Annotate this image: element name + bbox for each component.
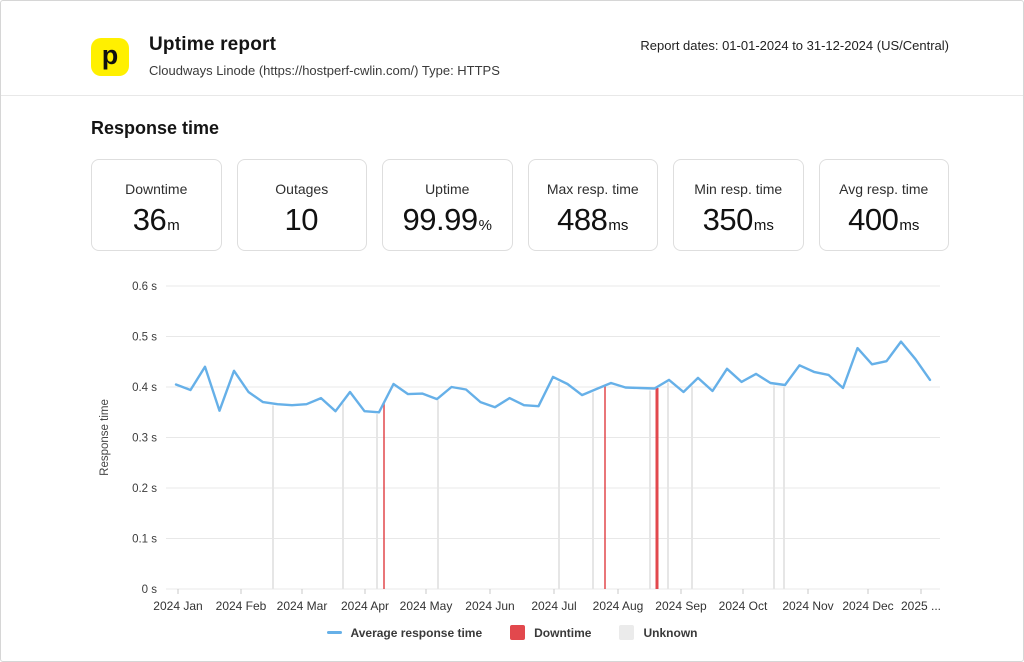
report-dates: Report dates: 01-01-2024 to 31-12-2024 (… bbox=[640, 38, 949, 53]
chart-legend: Average response time Downtime Unknown bbox=[1, 625, 1023, 640]
stat-number: 400 bbox=[848, 202, 899, 237]
svg-text:2025 ...: 2025 ... bbox=[901, 599, 941, 613]
stat-value: 350ms bbox=[674, 202, 803, 238]
stat-card-downtime: Downtime 36m bbox=[91, 159, 222, 251]
stat-number: 36 bbox=[132, 202, 167, 237]
downtime-swatch-icon bbox=[510, 625, 526, 640]
stat-value: 488ms bbox=[529, 202, 658, 238]
stat-number: 10 bbox=[284, 202, 319, 237]
svg-text:2024 Jul: 2024 Jul bbox=[531, 599, 576, 613]
stats-row: Downtime 36m Outages 10 Uptime 99.99% Ma… bbox=[91, 159, 949, 251]
svg-text:2024 Aug: 2024 Aug bbox=[593, 599, 644, 613]
stat-number: 99.99 bbox=[402, 202, 479, 237]
stat-number: 350 bbox=[702, 202, 754, 237]
check-subtitle: Cloudways Linode (https://hostperf-cwlin… bbox=[149, 63, 500, 78]
stat-label: Uptime bbox=[425, 181, 470, 197]
svg-text:2024 Oct: 2024 Oct bbox=[719, 599, 768, 613]
svg-text:0.6 s: 0.6 s bbox=[132, 281, 157, 293]
stat-unit: % bbox=[478, 217, 492, 234]
pingdom-logo-icon: p bbox=[91, 38, 129, 76]
svg-text:2024 Jun: 2024 Jun bbox=[465, 599, 514, 613]
legend-label: Unknown bbox=[643, 625, 698, 640]
stat-label: Min resp. time bbox=[694, 181, 783, 197]
svg-text:2024 Sep: 2024 Sep bbox=[655, 599, 707, 613]
stat-value: 99.99% bbox=[383, 202, 512, 238]
stat-card-outages: Outages 10 bbox=[236, 159, 367, 251]
legend-item-downtime[interactable]: Downtime bbox=[510, 625, 591, 640]
line-marker-icon bbox=[326, 631, 342, 634]
svg-text:0.5 s: 0.5 s bbox=[132, 332, 157, 344]
header-divider bbox=[1, 95, 1023, 96]
svg-text:2024 Feb: 2024 Feb bbox=[216, 599, 267, 613]
svg-text:0.3 s: 0.3 s bbox=[132, 433, 157, 445]
legend-item-average-response-time[interactable]: Average response time bbox=[326, 625, 483, 640]
stat-card-min-resp-time: Min resp. time 350ms bbox=[673, 159, 804, 251]
stat-unit: ms bbox=[753, 217, 774, 234]
stat-label: Max resp. time bbox=[546, 181, 639, 197]
stat-number: 488 bbox=[557, 202, 608, 237]
svg-text:2024 Mar: 2024 Mar bbox=[277, 599, 328, 613]
legend-label: Downtime bbox=[534, 625, 592, 640]
svg-text:2024 May: 2024 May bbox=[400, 599, 453, 613]
stat-value: 36m bbox=[92, 202, 221, 238]
stat-card-avg-resp-time: Avg resp. time 400ms bbox=[818, 159, 949, 251]
response-time-chart[interactable]: 0 s 0.1 s 0.2 s 0.3 s 0.4 s 0.5 s 0.6 s Respons… bbox=[1, 261, 1024, 621]
svg-text:Response time: Response time bbox=[99, 399, 111, 476]
stat-value: 400ms bbox=[820, 202, 949, 238]
stat-unit: ms bbox=[608, 217, 629, 234]
section-heading-response-time: Response time bbox=[91, 118, 220, 138]
stat-card-max-resp-time: Max resp. time 488ms bbox=[527, 159, 658, 251]
svg-text:0.1 s: 0.1 s bbox=[132, 534, 157, 546]
stat-label: Avg resp. time bbox=[839, 181, 929, 197]
legend-label: Average response time bbox=[350, 625, 483, 640]
unknown-swatch-icon bbox=[619, 625, 635, 640]
svg-text:2024 Dec: 2024 Dec bbox=[842, 599, 893, 613]
svg-text:0.4 s: 0.4 s bbox=[132, 382, 157, 394]
stat-label: Outages bbox=[275, 181, 329, 197]
stat-card-uptime: Uptime 99.99% bbox=[382, 159, 513, 251]
svg-text:0.2 s: 0.2 s bbox=[132, 483, 157, 495]
stat-unit: m bbox=[167, 217, 180, 234]
svg-text:0 s: 0 s bbox=[142, 584, 158, 596]
stat-unit: ms bbox=[899, 217, 920, 234]
stat-label: Downtime bbox=[125, 181, 188, 197]
svg-text:2024 Jan: 2024 Jan bbox=[153, 599, 202, 613]
stat-value: 10 bbox=[238, 202, 367, 238]
svg-text:2024 Nov: 2024 Nov bbox=[782, 599, 833, 613]
legend-item-unknown[interactable]: Unknown bbox=[619, 625, 697, 640]
page-title: Uptime report bbox=[149, 34, 277, 55]
svg-text:2024 Apr: 2024 Apr bbox=[341, 599, 389, 613]
